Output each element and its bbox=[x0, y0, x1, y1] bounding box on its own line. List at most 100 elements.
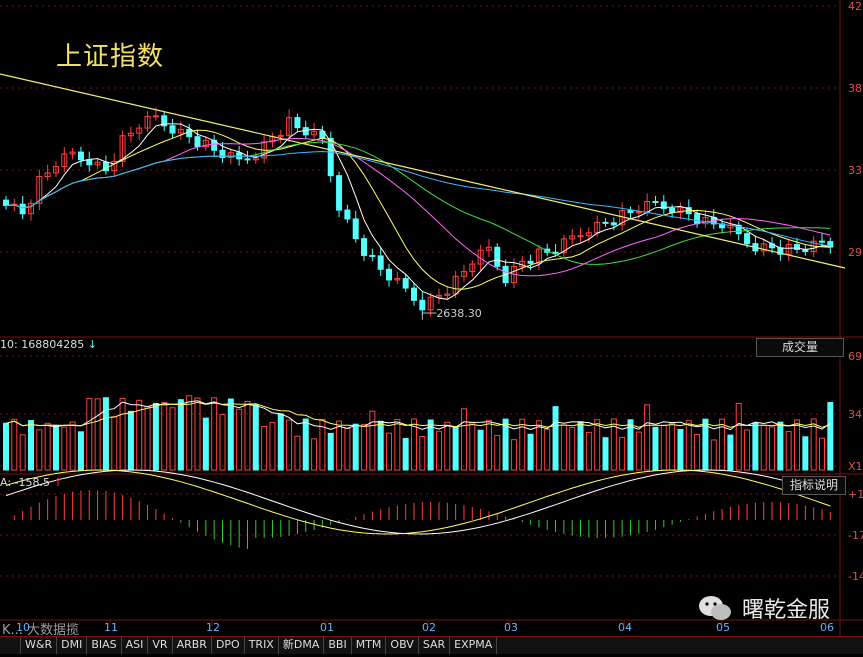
tab-trix[interactable]: TRIX bbox=[245, 637, 279, 654]
tab-dpo[interactable]: DPO bbox=[212, 637, 245, 654]
volume-bar bbox=[77, 431, 84, 471]
candle-body bbox=[377, 255, 384, 270]
candle-body bbox=[652, 200, 659, 203]
candle-body bbox=[694, 213, 701, 225]
volume-tick-label: 69 bbox=[848, 350, 862, 363]
volume-arrow-icon: ↓ bbox=[87, 338, 97, 351]
volume-bar bbox=[485, 419, 492, 471]
volume-bar bbox=[585, 431, 592, 471]
candle-body bbox=[286, 117, 293, 136]
tab-arbr[interactable]: ARBR bbox=[173, 637, 212, 654]
volume-bar bbox=[186, 395, 193, 471]
volume-bar bbox=[594, 419, 601, 471]
volume-bar bbox=[569, 427, 576, 471]
volume-bar bbox=[411, 418, 417, 471]
volume-bar bbox=[535, 420, 542, 471]
tab-sar[interactable]: SAR bbox=[419, 637, 451, 654]
candle-body bbox=[77, 151, 84, 161]
volume-bar bbox=[111, 416, 118, 471]
x-tick-label: 05 bbox=[716, 621, 730, 634]
volume-bar bbox=[286, 419, 293, 471]
volume-bar bbox=[502, 418, 509, 471]
candle-body bbox=[19, 203, 26, 215]
volume-bar bbox=[460, 408, 467, 471]
volume-bar bbox=[119, 397, 126, 471]
volume-bar bbox=[702, 418, 709, 471]
volume-bar bbox=[94, 398, 101, 471]
volume-bar bbox=[577, 421, 584, 471]
volume-bar bbox=[69, 421, 76, 471]
tab-dma[interactable]: 新DMA bbox=[279, 637, 325, 654]
volume-bar bbox=[644, 404, 651, 471]
volume-bar bbox=[352, 423, 359, 471]
volume-indicator-button[interactable]: 成交量 bbox=[756, 338, 844, 357]
volume-bar bbox=[519, 418, 526, 471]
candle-body bbox=[302, 127, 309, 136]
volume-bar bbox=[152, 403, 159, 471]
candle-body bbox=[785, 244, 792, 255]
volume-bar bbox=[777, 421, 784, 471]
volume-bar bbox=[552, 406, 559, 471]
candle-body bbox=[219, 149, 226, 159]
candle-body bbox=[610, 222, 617, 226]
volume-bar bbox=[602, 437, 609, 471]
volume-bar bbox=[444, 421, 451, 471]
volume-bar bbox=[261, 425, 268, 471]
volume-bar bbox=[102, 397, 109, 471]
volume-bar bbox=[544, 428, 551, 471]
volume-bar bbox=[394, 418, 401, 471]
candle-body bbox=[760, 243, 767, 252]
candle-body bbox=[94, 161, 101, 166]
volume-bar bbox=[469, 422, 476, 471]
candle-body bbox=[677, 207, 684, 213]
tab-asi[interactable]: ASI bbox=[122, 637, 149, 654]
macd-header-text: A: -158.5 bbox=[0, 476, 50, 489]
volume-bar bbox=[694, 434, 701, 471]
x-tick-label: 11 bbox=[104, 621, 118, 634]
candle-body bbox=[311, 130, 318, 136]
volume-bar bbox=[61, 426, 68, 471]
tab-obv[interactable]: OBV bbox=[386, 637, 419, 654]
volume-bar bbox=[619, 436, 626, 471]
candle-body bbox=[136, 127, 143, 134]
candle-body bbox=[352, 218, 359, 240]
candle-body bbox=[194, 136, 201, 148]
candle-body bbox=[444, 293, 451, 296]
volume-bar bbox=[785, 431, 792, 471]
tab-w-r[interactable]: W&R bbox=[21, 637, 58, 654]
candle-body bbox=[819, 240, 825, 243]
macd-arrow-icon: ↑ bbox=[53, 476, 63, 489]
candle-body bbox=[386, 268, 393, 281]
candle-body bbox=[152, 115, 159, 118]
volume-bar bbox=[19, 434, 26, 471]
tab-vr[interactable]: VR bbox=[148, 637, 173, 654]
macd-header: A: -158.5 ↑ bbox=[0, 476, 63, 489]
volume-bar bbox=[269, 421, 276, 471]
tab-dmi[interactable]: DMI bbox=[57, 637, 88, 654]
volume-bar bbox=[3, 422, 9, 471]
candle-body bbox=[161, 115, 168, 127]
candle-body bbox=[186, 128, 193, 138]
volume-bar bbox=[294, 435, 301, 471]
candle-body bbox=[227, 152, 234, 159]
candle-body bbox=[469, 263, 476, 273]
volume-bar bbox=[452, 426, 459, 471]
tab-prefix[interactable] bbox=[0, 637, 21, 654]
tab-expma[interactable]: EXPMA bbox=[450, 637, 498, 654]
volume-bar bbox=[560, 424, 567, 471]
tab-bias[interactable]: BIAS bbox=[87, 637, 122, 654]
volume-bar bbox=[311, 438, 318, 471]
volume-bar bbox=[527, 433, 534, 471]
candle-body bbox=[277, 134, 284, 138]
volume-bar bbox=[627, 419, 634, 471]
volume-bar bbox=[477, 429, 484, 471]
volume-bar bbox=[685, 420, 692, 471]
tab-mtm[interactable]: MTM bbox=[352, 637, 387, 654]
volume-bar bbox=[610, 418, 617, 471]
candle-body bbox=[361, 238, 368, 256]
x-tick-label: 03 bbox=[504, 621, 518, 634]
volume-bar bbox=[344, 428, 351, 471]
tab-bbi[interactable]: BBI bbox=[324, 637, 352, 654]
macd-tick-label: +1 bbox=[848, 488, 863, 501]
indicator-help-button[interactable]: 指标说明 bbox=[782, 476, 846, 495]
